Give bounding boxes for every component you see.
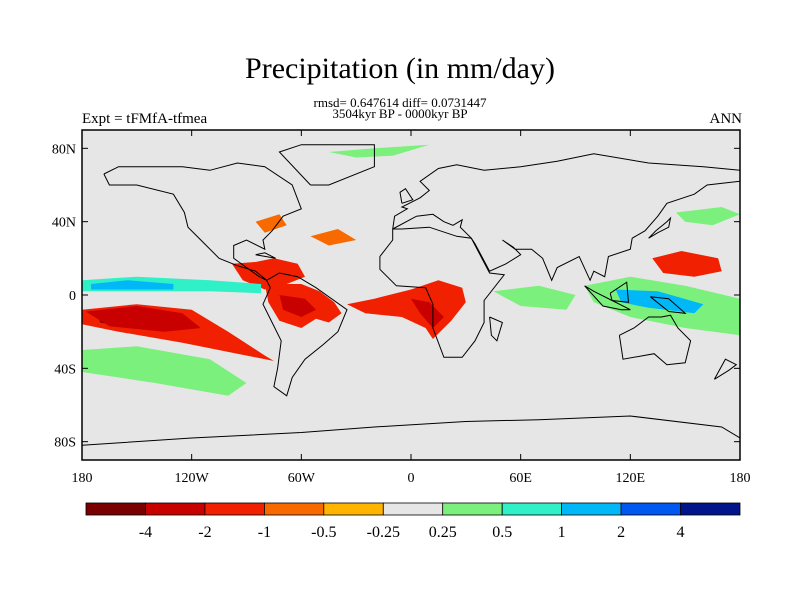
colorbar-swatch (263, 502, 325, 516)
x-tick-label: 0 (408, 471, 415, 486)
season-label: ANN (709, 111, 743, 127)
colorbar-swatch (561, 502, 622, 516)
anomaly-region-eastern-us-negative (255, 214, 287, 233)
coastline-3 (392, 153, 740, 282)
colorbar-label: 4 (677, 524, 685, 541)
coastline-8 (609, 281, 630, 303)
anomaly-region-amazon-strong (279, 295, 316, 317)
coastline-0 (103, 162, 302, 281)
anomaly-region-north-pacific-negative (652, 251, 722, 277)
colorbar-label: -1 (258, 524, 271, 541)
x-tick-label: 120E (616, 471, 646, 486)
y-tick-label: 0 (69, 289, 76, 304)
x-tick-label: 120W (175, 471, 210, 486)
anomaly-region-indonesia-positive (615, 289, 704, 314)
coastline-11 (399, 188, 414, 204)
colorbar-swatch (501, 502, 563, 516)
y-tick-label: 40N (52, 216, 76, 231)
coastline-5 (82, 415, 740, 446)
colorbar-swatch (85, 502, 146, 516)
y-tick-label: 80S (54, 436, 76, 451)
anomaly-region-south-pacific-strong (85, 306, 201, 332)
coastline-9 (650, 296, 687, 314)
colorbar-label: 0.25 (429, 524, 457, 541)
coastline-7 (584, 285, 631, 311)
coastline-10 (648, 216, 672, 239)
anomaly-region-indian-ocean-positive (493, 285, 576, 310)
colorbar-label: 2 (617, 524, 625, 541)
colorbar-label: -0.25 (367, 524, 400, 541)
colorbar-swatch (145, 502, 206, 516)
coastline-13 (713, 358, 738, 380)
x-tick-label: 60W (288, 471, 316, 486)
colorbar-label: 1 (558, 524, 566, 541)
y-tick-label: 80N (52, 142, 76, 157)
colorbar-swatch (442, 502, 503, 516)
colorbar-label: -2 (198, 524, 211, 541)
anomaly-region-arctic-positive (328, 144, 430, 158)
experiment-label: Expt = tFMfA-tfmea (82, 111, 208, 127)
x-tick-label: 180 (72, 471, 93, 486)
y-tick-label: 40S (54, 362, 76, 377)
colorbar-swatch (680, 502, 741, 516)
colorbar-swatch (323, 502, 384, 516)
colorbar-swatch (382, 502, 444, 516)
map-title: Precipitation (in mm/day) (245, 52, 555, 85)
x-tick-label: 180 (730, 471, 751, 486)
anomaly-region-north-pacific-high-positive (676, 207, 740, 226)
colorbar-label: 0.5 (492, 524, 512, 541)
stats-subtitle: rmsd= 0.647614 diff= 0.0731447 (313, 95, 487, 110)
x-tick-label: 60E (509, 471, 532, 486)
anomaly-region-central-america-negative (231, 258, 305, 290)
anomaly-region-tropical-pacific-core (91, 280, 174, 290)
colorbar-label: -4 (139, 524, 152, 541)
anomaly-region-southern-ocean-positive (82, 346, 247, 396)
anomaly-region-north-atlantic-negative (310, 229, 357, 246)
coastline-4 (618, 314, 692, 366)
coastline-14 (255, 252, 276, 259)
period-subtitle: 3504kyr BP - 0000kyr BP (332, 106, 468, 121)
coastline-6 (278, 144, 375, 186)
colorbar-label: -0.5 (311, 524, 336, 541)
colorbar-swatch (204, 502, 265, 516)
coastline-12 (489, 316, 504, 342)
colorbar-swatch (620, 502, 681, 516)
anomaly-region-africa-strong (411, 298, 444, 328)
coastline-2 (379, 226, 506, 358)
coastline-1 (262, 272, 348, 397)
